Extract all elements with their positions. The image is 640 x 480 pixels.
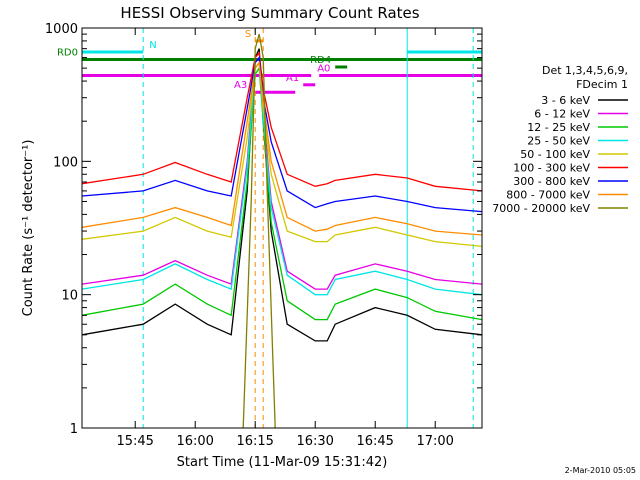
series-line-8 xyxy=(242,33,276,429)
legend-label-3: 25 - 50 keV xyxy=(527,135,590,148)
flag-label-6: A3 xyxy=(234,80,247,91)
series-line-5 xyxy=(81,51,483,192)
legend-label-5: 100 - 300 keV xyxy=(513,162,590,175)
y-tick-label-3: 1000 xyxy=(45,22,78,37)
series-line-6 xyxy=(81,55,483,213)
x-tick-label-4: 16:45 xyxy=(356,434,393,449)
flag-label-1: S xyxy=(245,29,251,40)
legend-label-7: 800 - 7000 keV xyxy=(506,189,590,202)
x-tick-label-3: 16:30 xyxy=(296,434,333,449)
x-tick-label-5: 17:00 xyxy=(416,434,453,449)
series-lines xyxy=(81,33,483,429)
legend-header-line-1: Det 1,3,4,5,6,9, xyxy=(542,64,628,77)
footer-date: 2-Mar-2010 05:05 xyxy=(565,466,636,475)
y-axis-label: Count Rate (s⁻¹ detector⁻¹) xyxy=(21,140,36,317)
flag-label-4: A0 xyxy=(317,64,330,75)
flag-label-3: RD4 xyxy=(310,55,331,66)
y-tick-label-2: 100 xyxy=(53,155,78,170)
legend-label-4: 50 - 100 keV xyxy=(520,148,590,161)
series-line-2 xyxy=(81,66,483,321)
y-tick-label-0: 1 xyxy=(70,422,78,437)
flag-label-0: N xyxy=(149,40,156,51)
legend-label-2: 12 - 25 keV xyxy=(527,121,590,134)
x-axis-ticks: 15:45 16:00 16:15 16:30 16:45 17:00 xyxy=(116,28,454,449)
x-tick-label-1: 16:00 xyxy=(176,434,213,449)
series-line-7 xyxy=(81,60,483,236)
legend-label-0: 3 - 6 keV xyxy=(541,94,590,107)
x-tick-label-2: 16:15 xyxy=(236,434,273,449)
y-axis-ticks: 1 10 100 1000 xyxy=(45,22,482,437)
series-line-4 xyxy=(81,60,483,248)
series-line-3 xyxy=(81,60,483,296)
legend-label-6: 300 - 800 keV xyxy=(513,175,590,188)
legend-label-1: 6 - 12 keV xyxy=(534,108,590,121)
x-tick-label-0: 15:45 xyxy=(116,434,153,449)
x-axis-label: Start Time (11-Mar-09 15:31:42) xyxy=(177,455,388,470)
legend-label-8: 7000 - 20000 keV xyxy=(492,202,590,215)
plot-frame xyxy=(81,27,483,429)
flag-label-5: A1 xyxy=(286,73,299,84)
y-tick-label-1: 10 xyxy=(61,289,78,304)
flag-label-2: RD0 xyxy=(57,48,78,59)
legend-header-line-2: FDecim 1 xyxy=(576,78,628,91)
chart-title: HESSI Observing Summary Count Rates xyxy=(120,4,419,22)
